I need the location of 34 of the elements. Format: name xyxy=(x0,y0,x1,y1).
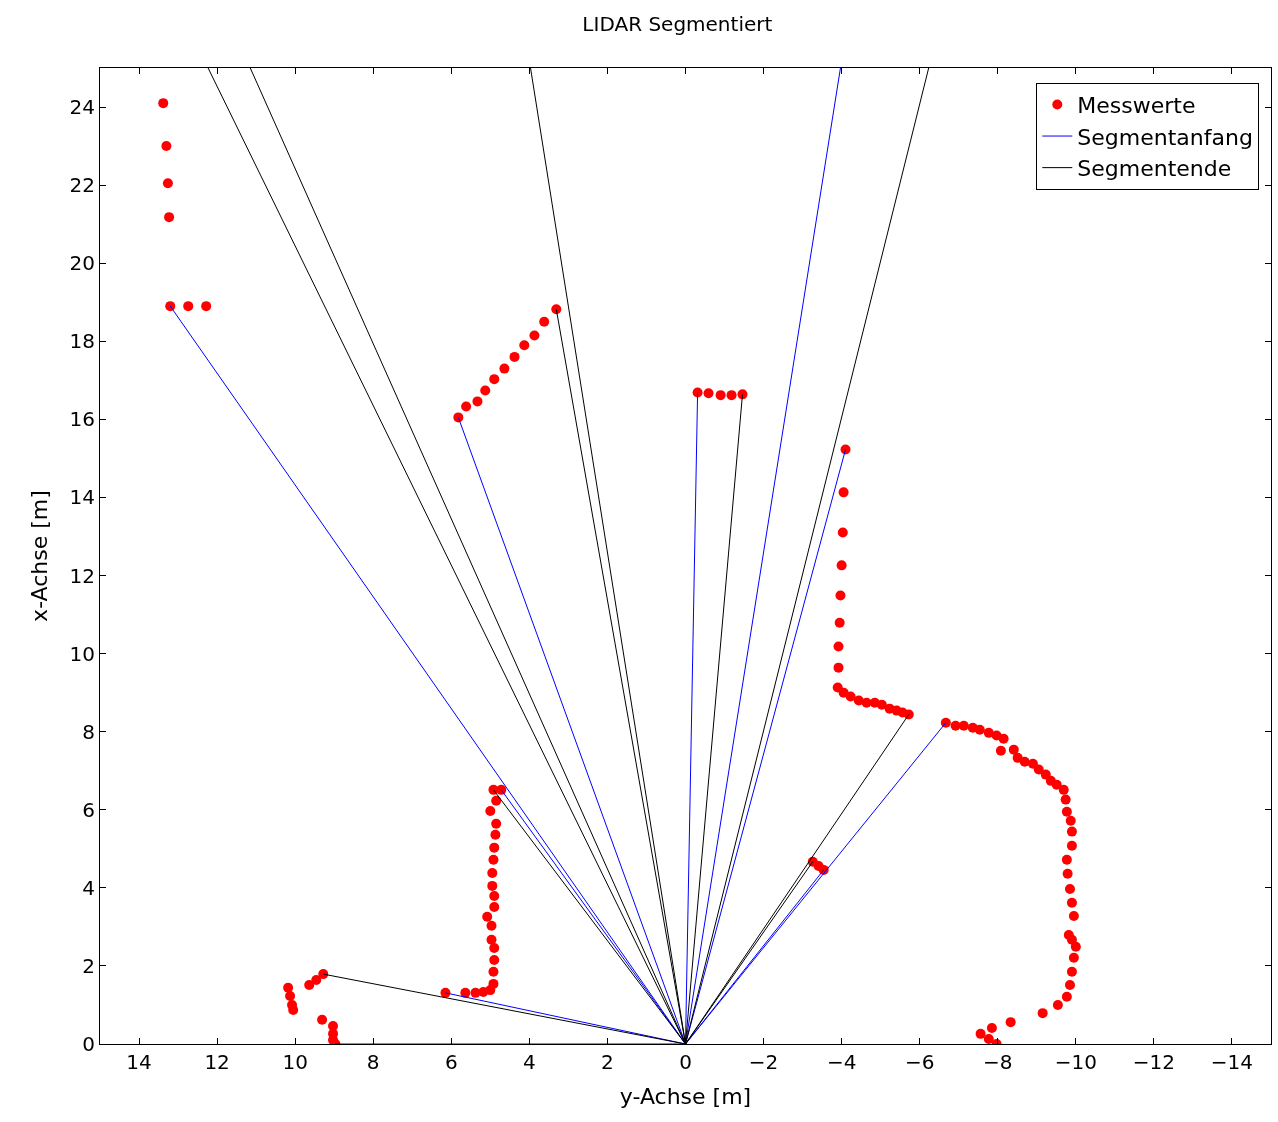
y-tick-label: 4 xyxy=(82,875,95,900)
y-tick-label: 12 xyxy=(69,563,95,588)
x-tick-label: 6 xyxy=(444,1050,458,1074)
legend-label: Segmentanfang xyxy=(1077,124,1253,150)
x-tick-label: −6 xyxy=(904,1050,935,1074)
chart-title: LIDAR Segmentiert xyxy=(582,11,773,36)
x-axis-title: y-Achse [m] xyxy=(619,1083,752,1109)
x-tick-label: −10 xyxy=(1054,1050,1097,1074)
legend-label: Segmentende xyxy=(1077,156,1232,182)
y-axis-title: x-Achse [m] xyxy=(27,490,53,622)
x-tick-label: 14 xyxy=(126,1050,152,1074)
y-tick-label: 6 xyxy=(82,797,95,822)
y-tick-label: 16 xyxy=(69,407,95,432)
y-tick-label: 8 xyxy=(82,719,95,744)
x-tick-label: 0 xyxy=(679,1050,692,1074)
x-tick-label: −2 xyxy=(748,1050,779,1074)
y-tick-label: 22 xyxy=(69,173,95,198)
y-tick-label: 0 xyxy=(82,1032,95,1056)
x-tick-label: 2 xyxy=(601,1050,614,1074)
x-tick-label: −14 xyxy=(1210,1050,1254,1074)
x-tick-label: 10 xyxy=(282,1050,308,1074)
x-tick-label: −4 xyxy=(826,1050,857,1074)
x-tick-label: 8 xyxy=(366,1050,380,1074)
legend-label: Messwerte xyxy=(1077,93,1196,119)
y-tick-label: 18 xyxy=(69,329,95,354)
y-tick-label: 20 xyxy=(69,251,95,276)
x-tick-label: −8 xyxy=(983,1050,1013,1074)
y-tick-label: 10 xyxy=(69,641,95,666)
y-tick-label: 24 xyxy=(69,95,95,120)
y-tick-label: 14 xyxy=(69,485,95,510)
y-tick-label: 2 xyxy=(82,953,95,978)
x-tick-label: 4 xyxy=(523,1050,536,1074)
x-tick-label: 12 xyxy=(204,1050,230,1074)
x-tick-label: −12 xyxy=(1132,1050,1176,1074)
